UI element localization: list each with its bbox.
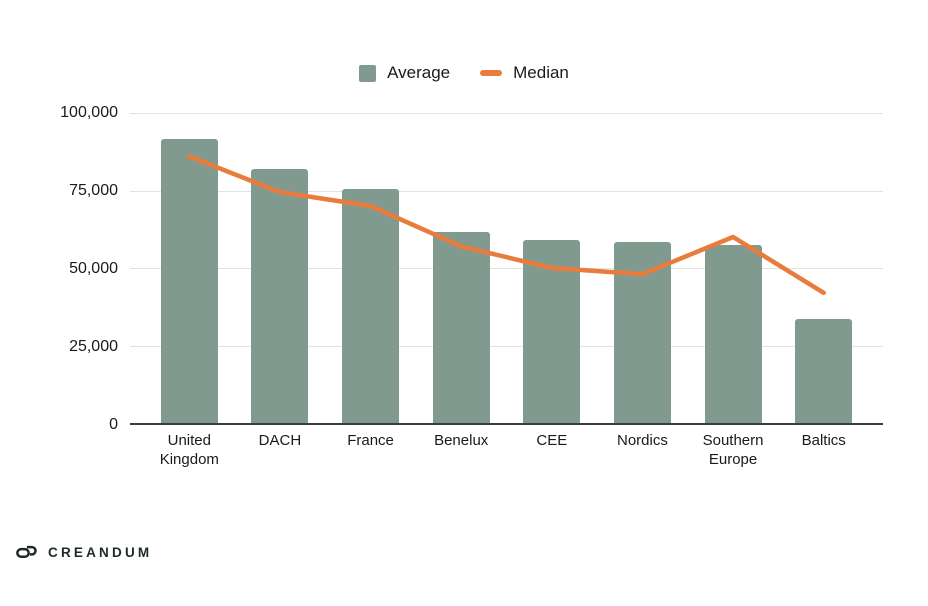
average-swatch-icon <box>359 64 377 82</box>
x-category-label: Baltics <box>801 432 846 449</box>
chart-legend: Average Median <box>0 56 928 90</box>
bar-band <box>778 113 869 423</box>
x-category-label: United Kingdom <box>159 432 219 468</box>
bar-band <box>144 113 235 423</box>
x-category-label: France <box>347 432 394 449</box>
average-bar <box>613 241 671 423</box>
average-bar <box>795 319 853 423</box>
legend-item-median: Median <box>480 63 569 83</box>
legend-item-average: Average <box>359 63 450 83</box>
y-tick-label: 0 <box>109 416 118 433</box>
gridline <box>130 345 883 347</box>
gridline <box>130 113 883 114</box>
x-category-label: DACH <box>258 432 302 449</box>
y-tick-label: 75,000 <box>69 182 118 199</box>
average-bar <box>432 232 490 423</box>
legend-label-average: Average <box>387 63 451 82</box>
bar-band <box>416 113 507 423</box>
average-bar <box>342 188 400 423</box>
plot-area <box>130 113 883 425</box>
x-category-label: Benelux <box>434 432 489 449</box>
average-bar <box>523 240 581 423</box>
y-tick-label: 25,000 <box>69 338 118 355</box>
y-tick-label: 50,000 <box>69 260 118 277</box>
x-axis: United Kingdom DACH France Benelux CEE Nordic… <box>130 432 883 470</box>
legend-label-median: Median <box>513 63 569 82</box>
bar-band <box>507 113 598 423</box>
y-tick-label: 100,000 <box>60 104 118 121</box>
median-swatch-icon <box>480 70 503 76</box>
creandum-logo: CREANDUM <box>14 543 152 561</box>
x-category-label: CEE <box>536 432 568 449</box>
bar-band <box>325 113 416 423</box>
average-bar <box>251 168 309 423</box>
y-axis: 0 25,000 50,000 75,000 100,000 <box>0 105 118 433</box>
link-icon <box>16 545 37 558</box>
logo-text: CREANDUM <box>48 544 153 560</box>
bar-band <box>235 113 326 423</box>
x-category-label: Southern Europe <box>702 432 764 468</box>
average-bar <box>704 244 762 423</box>
bars <box>130 113 883 423</box>
x-category-label: Nordics <box>617 432 668 449</box>
bar-band <box>688 113 779 423</box>
bar-band <box>597 113 688 423</box>
average-bar <box>160 139 218 423</box>
